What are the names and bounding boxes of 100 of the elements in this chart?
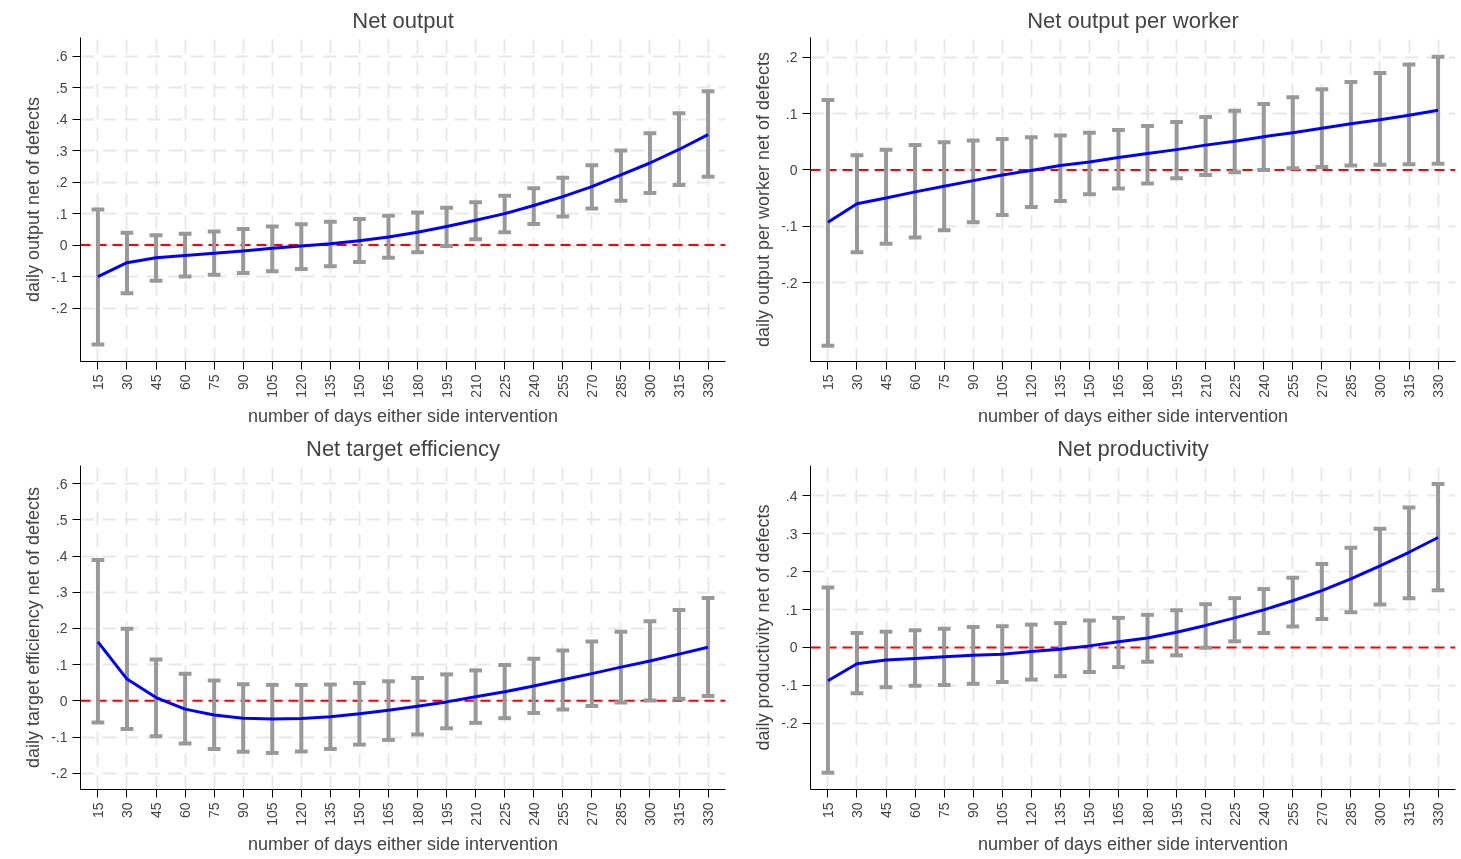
y-tick-label: -.2 bbox=[51, 765, 68, 782]
x-tick-label: 210 bbox=[467, 802, 484, 826]
x-tick-label: 210 bbox=[1197, 802, 1214, 826]
x-axis-title: number of days either side intervention bbox=[247, 833, 559, 854]
x-tick-label: 15 bbox=[819, 802, 836, 819]
x-tick-label: 45 bbox=[148, 374, 165, 391]
y-tick-label: -.1 bbox=[781, 218, 798, 235]
x-tick-label: 60 bbox=[177, 374, 194, 391]
x-tick-label: 75 bbox=[206, 802, 223, 819]
x-tick-label: 285 bbox=[1342, 802, 1359, 826]
x-tick-label: 330 bbox=[700, 374, 717, 398]
y-tick-label: -.1 bbox=[781, 677, 798, 694]
x-tick-label: 120 bbox=[293, 802, 310, 826]
x-tick-label: 90 bbox=[965, 802, 982, 819]
x-tick-label: 270 bbox=[1313, 374, 1330, 398]
x-tick-label: 165 bbox=[1110, 802, 1127, 826]
x-tick-label: 300 bbox=[1371, 374, 1388, 398]
x-tick-label: 165 bbox=[1110, 374, 1127, 398]
x-tick-label: 30 bbox=[848, 802, 865, 819]
x-tick-label: 165 bbox=[380, 374, 397, 398]
x-tick-label: 150 bbox=[351, 802, 368, 826]
y-tick-label: .6 bbox=[55, 475, 68, 492]
x-tick-label: 315 bbox=[1401, 802, 1418, 826]
x-tick-label: 75 bbox=[936, 374, 953, 391]
x-tick-label: 225 bbox=[496, 802, 513, 826]
x-tick-label: 60 bbox=[907, 374, 924, 391]
y-tick-label: .1 bbox=[785, 601, 798, 618]
x-tick-label: 150 bbox=[1081, 374, 1098, 398]
x-tick-label: 45 bbox=[878, 802, 895, 819]
y-tick-label: .4 bbox=[55, 111, 68, 128]
x-tick-label: 60 bbox=[177, 802, 194, 819]
x-tick-label: 105 bbox=[264, 374, 281, 398]
x-tick-label: 180 bbox=[409, 802, 426, 826]
x-tick-label: 195 bbox=[438, 802, 455, 826]
y-tick-label: .1 bbox=[55, 205, 68, 222]
x-tick-label: 120 bbox=[293, 374, 310, 398]
x-axis-title: number of days either side intervention bbox=[247, 405, 559, 426]
x-tick-label: 285 bbox=[612, 802, 629, 826]
y-tick-label: 0 bbox=[59, 692, 68, 709]
x-tick-label: 105 bbox=[994, 374, 1011, 398]
x-tick-label: 30 bbox=[848, 374, 865, 391]
x-tick-label: 285 bbox=[612, 374, 629, 398]
x-tick-label: 315 bbox=[671, 802, 688, 826]
x-tick-label: 135 bbox=[1052, 374, 1069, 398]
x-tick-label: 210 bbox=[467, 374, 484, 398]
x-tick-label: 120 bbox=[1023, 374, 1040, 398]
x-tick-label: 255 bbox=[554, 802, 571, 826]
y-tick-label: -.2 bbox=[781, 274, 798, 291]
x-tick-label: 225 bbox=[496, 374, 513, 398]
x-tick-label: 255 bbox=[554, 374, 571, 398]
x-tick-label: 15 bbox=[819, 374, 836, 391]
x-tick-label: 120 bbox=[1023, 802, 1040, 826]
chart-title: Net target efficiency bbox=[305, 435, 501, 461]
y-tick-label: .5 bbox=[55, 511, 68, 528]
x-tick-label: 135 bbox=[322, 374, 339, 398]
x-tick-label: 105 bbox=[264, 802, 281, 826]
y-tick-label: .1 bbox=[55, 656, 68, 673]
x-tick-label: 135 bbox=[322, 802, 339, 826]
x-tick-label: 180 bbox=[1139, 802, 1156, 826]
x-tick-label: 330 bbox=[1430, 802, 1447, 826]
y-tick-label: .4 bbox=[55, 548, 68, 564]
y-tick-label: .4 bbox=[785, 487, 798, 504]
y-axis-title: daily output per worker net of defects bbox=[753, 51, 774, 348]
y-tick-label: .1 bbox=[785, 105, 798, 122]
y-tick-label: 0 bbox=[59, 237, 68, 254]
x-tick-label: 240 bbox=[525, 802, 542, 826]
x-tick-label: 330 bbox=[700, 802, 717, 826]
x-tick-label: 285 bbox=[1342, 374, 1359, 398]
x-tick-label: 270 bbox=[1313, 802, 1330, 826]
x-tick-label: 225 bbox=[1226, 802, 1243, 826]
y-tick-label: -.2 bbox=[781, 715, 798, 732]
x-tick-label: 75 bbox=[206, 374, 223, 391]
x-tick-label: 165 bbox=[380, 802, 397, 826]
x-tick-label: 240 bbox=[1255, 374, 1272, 398]
x-tick-label: 240 bbox=[1255, 802, 1272, 826]
y-tick-label: 0 bbox=[789, 161, 798, 178]
y-tick-label: .2 bbox=[55, 174, 68, 191]
y-tick-label: .3 bbox=[55, 142, 68, 159]
x-tick-label: 300 bbox=[1371, 802, 1388, 826]
y-tick-label: .3 bbox=[785, 525, 798, 542]
x-tick-label: 150 bbox=[1081, 802, 1098, 826]
y-tick-label: .2 bbox=[785, 49, 798, 66]
x-tick-label: 195 bbox=[1168, 802, 1185, 826]
x-tick-label: 105 bbox=[994, 802, 1011, 826]
y-tick-label: -.2 bbox=[51, 300, 68, 317]
x-tick-label: 150 bbox=[351, 374, 368, 398]
x-axis-title: number of days either side intervention bbox=[977, 833, 1289, 854]
x-tick-label: 180 bbox=[1139, 374, 1156, 398]
x-tick-label: 90 bbox=[965, 374, 982, 391]
y-tick-label: -.1 bbox=[51, 729, 68, 746]
x-tick-label: 195 bbox=[1168, 374, 1185, 398]
x-tick-label: 255 bbox=[1284, 802, 1301, 826]
x-tick-label: 90 bbox=[235, 802, 252, 819]
x-tick-label: 30 bbox=[118, 374, 135, 391]
y-axis-title: daily productivity net of defects bbox=[753, 504, 774, 751]
y-tick-label: .2 bbox=[55, 620, 68, 637]
x-tick-label: 45 bbox=[878, 374, 895, 391]
x-tick-label: 180 bbox=[409, 374, 426, 398]
x-tick-label: 45 bbox=[148, 802, 165, 819]
x-axis-title: number of days either side intervention bbox=[977, 405, 1289, 426]
